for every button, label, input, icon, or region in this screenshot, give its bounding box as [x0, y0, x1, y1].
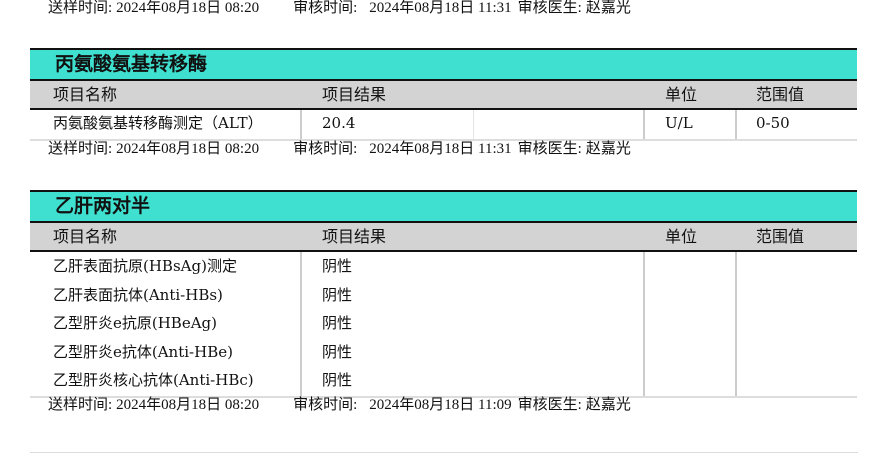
item-result: 阴性 — [322, 314, 353, 332]
item-name: 丙氨酸氨基转移酶测定（ALT） — [53, 114, 263, 132]
review-time-label: 审核时间: — [293, 0, 358, 16]
send-time-label: 送样时间: — [48, 141, 113, 157]
item-result: 阴性 — [322, 342, 353, 361]
section-title: 乙肝两对半 — [30, 190, 857, 223]
review-time-label: 审核时间: — [293, 141, 358, 157]
send-time: 2024年08月18日 08:20 — [116, 397, 260, 413]
section-hbv: 乙肝两对半 项目名称 项目结果 单位 范围值 乙肝表面抗原(HBsAg)测定 阴性… — [30, 190, 857, 398]
review-time: 2024年08月18日 11:31 — [369, 0, 512, 16]
reviewer-label: 审核医生: — [517, 397, 582, 413]
section-footer: 送样时间: 2024年08月18日 08:20 审核时间: 2024年08月18… — [48, 396, 631, 414]
top-footer: 送样时间: 2024年08月18日 08:20 审核时间: 2024年08月18… — [48, 0, 631, 17]
table-row: 丙氨酸氨基转移酶测定（ALT） 20.4 U/L 0-50 — [30, 110, 857, 139]
col-unit: 单位 — [665, 227, 698, 246]
item-name: 乙肝表面抗体(Anti-HBs) — [53, 285, 223, 304]
col-result: 项目结果 — [322, 85, 387, 104]
reviewer: 赵嘉光 — [585, 141, 631, 157]
reviewer-label: 审核医生: — [517, 141, 582, 157]
item-result: 阴性 — [322, 285, 353, 304]
table-body: 乙肝表面抗原(HBsAg)测定 阴性 乙肝表面抗体(Anti-HBs) 阴性 乙型肝… — [30, 252, 857, 398]
reviewer: 赵嘉光 — [585, 397, 631, 413]
col-result: 项目结果 — [322, 227, 387, 246]
item-name: 乙型肝炎e抗原(HBeAg) — [53, 314, 217, 332]
review-time-label: 审核时间: — [293, 397, 358, 413]
send-time-label: 送样时间: — [48, 0, 113, 16]
table-row: 乙型肝炎e抗原(HBeAg) 阴性 — [30, 310, 857, 339]
review-time: 2024年08月18日 11:09 — [369, 397, 512, 413]
send-time-label: 送样时间: — [48, 397, 113, 413]
send-time: 2024年08月18日 08:20 — [116, 141, 260, 157]
reviewer: 赵嘉光 — [585, 0, 631, 16]
table-header: 项目名称 项目结果 单位 范围值 — [30, 81, 857, 110]
table-row: 乙型肝炎核心抗体(Anti-HBc) 阴性 — [30, 367, 857, 396]
reviewer-label: 审核医生: — [517, 0, 582, 16]
table-row: 乙肝表面抗原(HBsAg)测定 阴性 — [30, 253, 857, 282]
section-title: 丙氨酸氨基转移酶 — [30, 48, 857, 81]
review-time: 2024年08月18日 11:31 — [369, 141, 512, 157]
item-name: 乙肝表面抗原(HBsAg)测定 — [53, 257, 237, 275]
divider — [30, 452, 858, 453]
col-name: 项目名称 — [53, 85, 118, 104]
item-unit: U/L — [665, 114, 693, 132]
item-name: 乙型肝炎核心抗体(Anti-HBc) — [53, 371, 254, 389]
col-range: 范围值 — [756, 227, 805, 246]
section-alt: 丙氨酸氨基转移酶 项目名称 项目结果 单位 范围值 丙氨酸氨基转移酶测定（ALT… — [30, 48, 857, 141]
col-unit: 单位 — [665, 85, 698, 104]
col-range: 范围值 — [756, 85, 805, 104]
item-range: 0-50 — [756, 114, 790, 132]
table-body: 丙氨酸氨基转移酶测定（ALT） 20.4 U/L 0-50 — [30, 110, 857, 141]
table-row: 乙型肝炎e抗体(Anti-HBe) 阴性 — [30, 339, 857, 368]
item-result: 阴性 — [322, 257, 353, 275]
item-name: 乙型肝炎e抗体(Anti-HBe) — [53, 342, 233, 361]
table-header: 项目名称 项目结果 单位 范围值 — [30, 223, 857, 252]
item-result: 阴性 — [322, 371, 353, 389]
section-footer: 送样时间: 2024年08月18日 08:20 审核时间: 2024年08月18… — [48, 140, 631, 158]
col-name: 项目名称 — [53, 227, 118, 246]
item-result: 20.4 — [322, 114, 356, 132]
table-row: 乙肝表面抗体(Anti-HBs) 阴性 — [30, 282, 857, 311]
send-time: 2024年08月18日 08:20 — [116, 0, 260, 16]
